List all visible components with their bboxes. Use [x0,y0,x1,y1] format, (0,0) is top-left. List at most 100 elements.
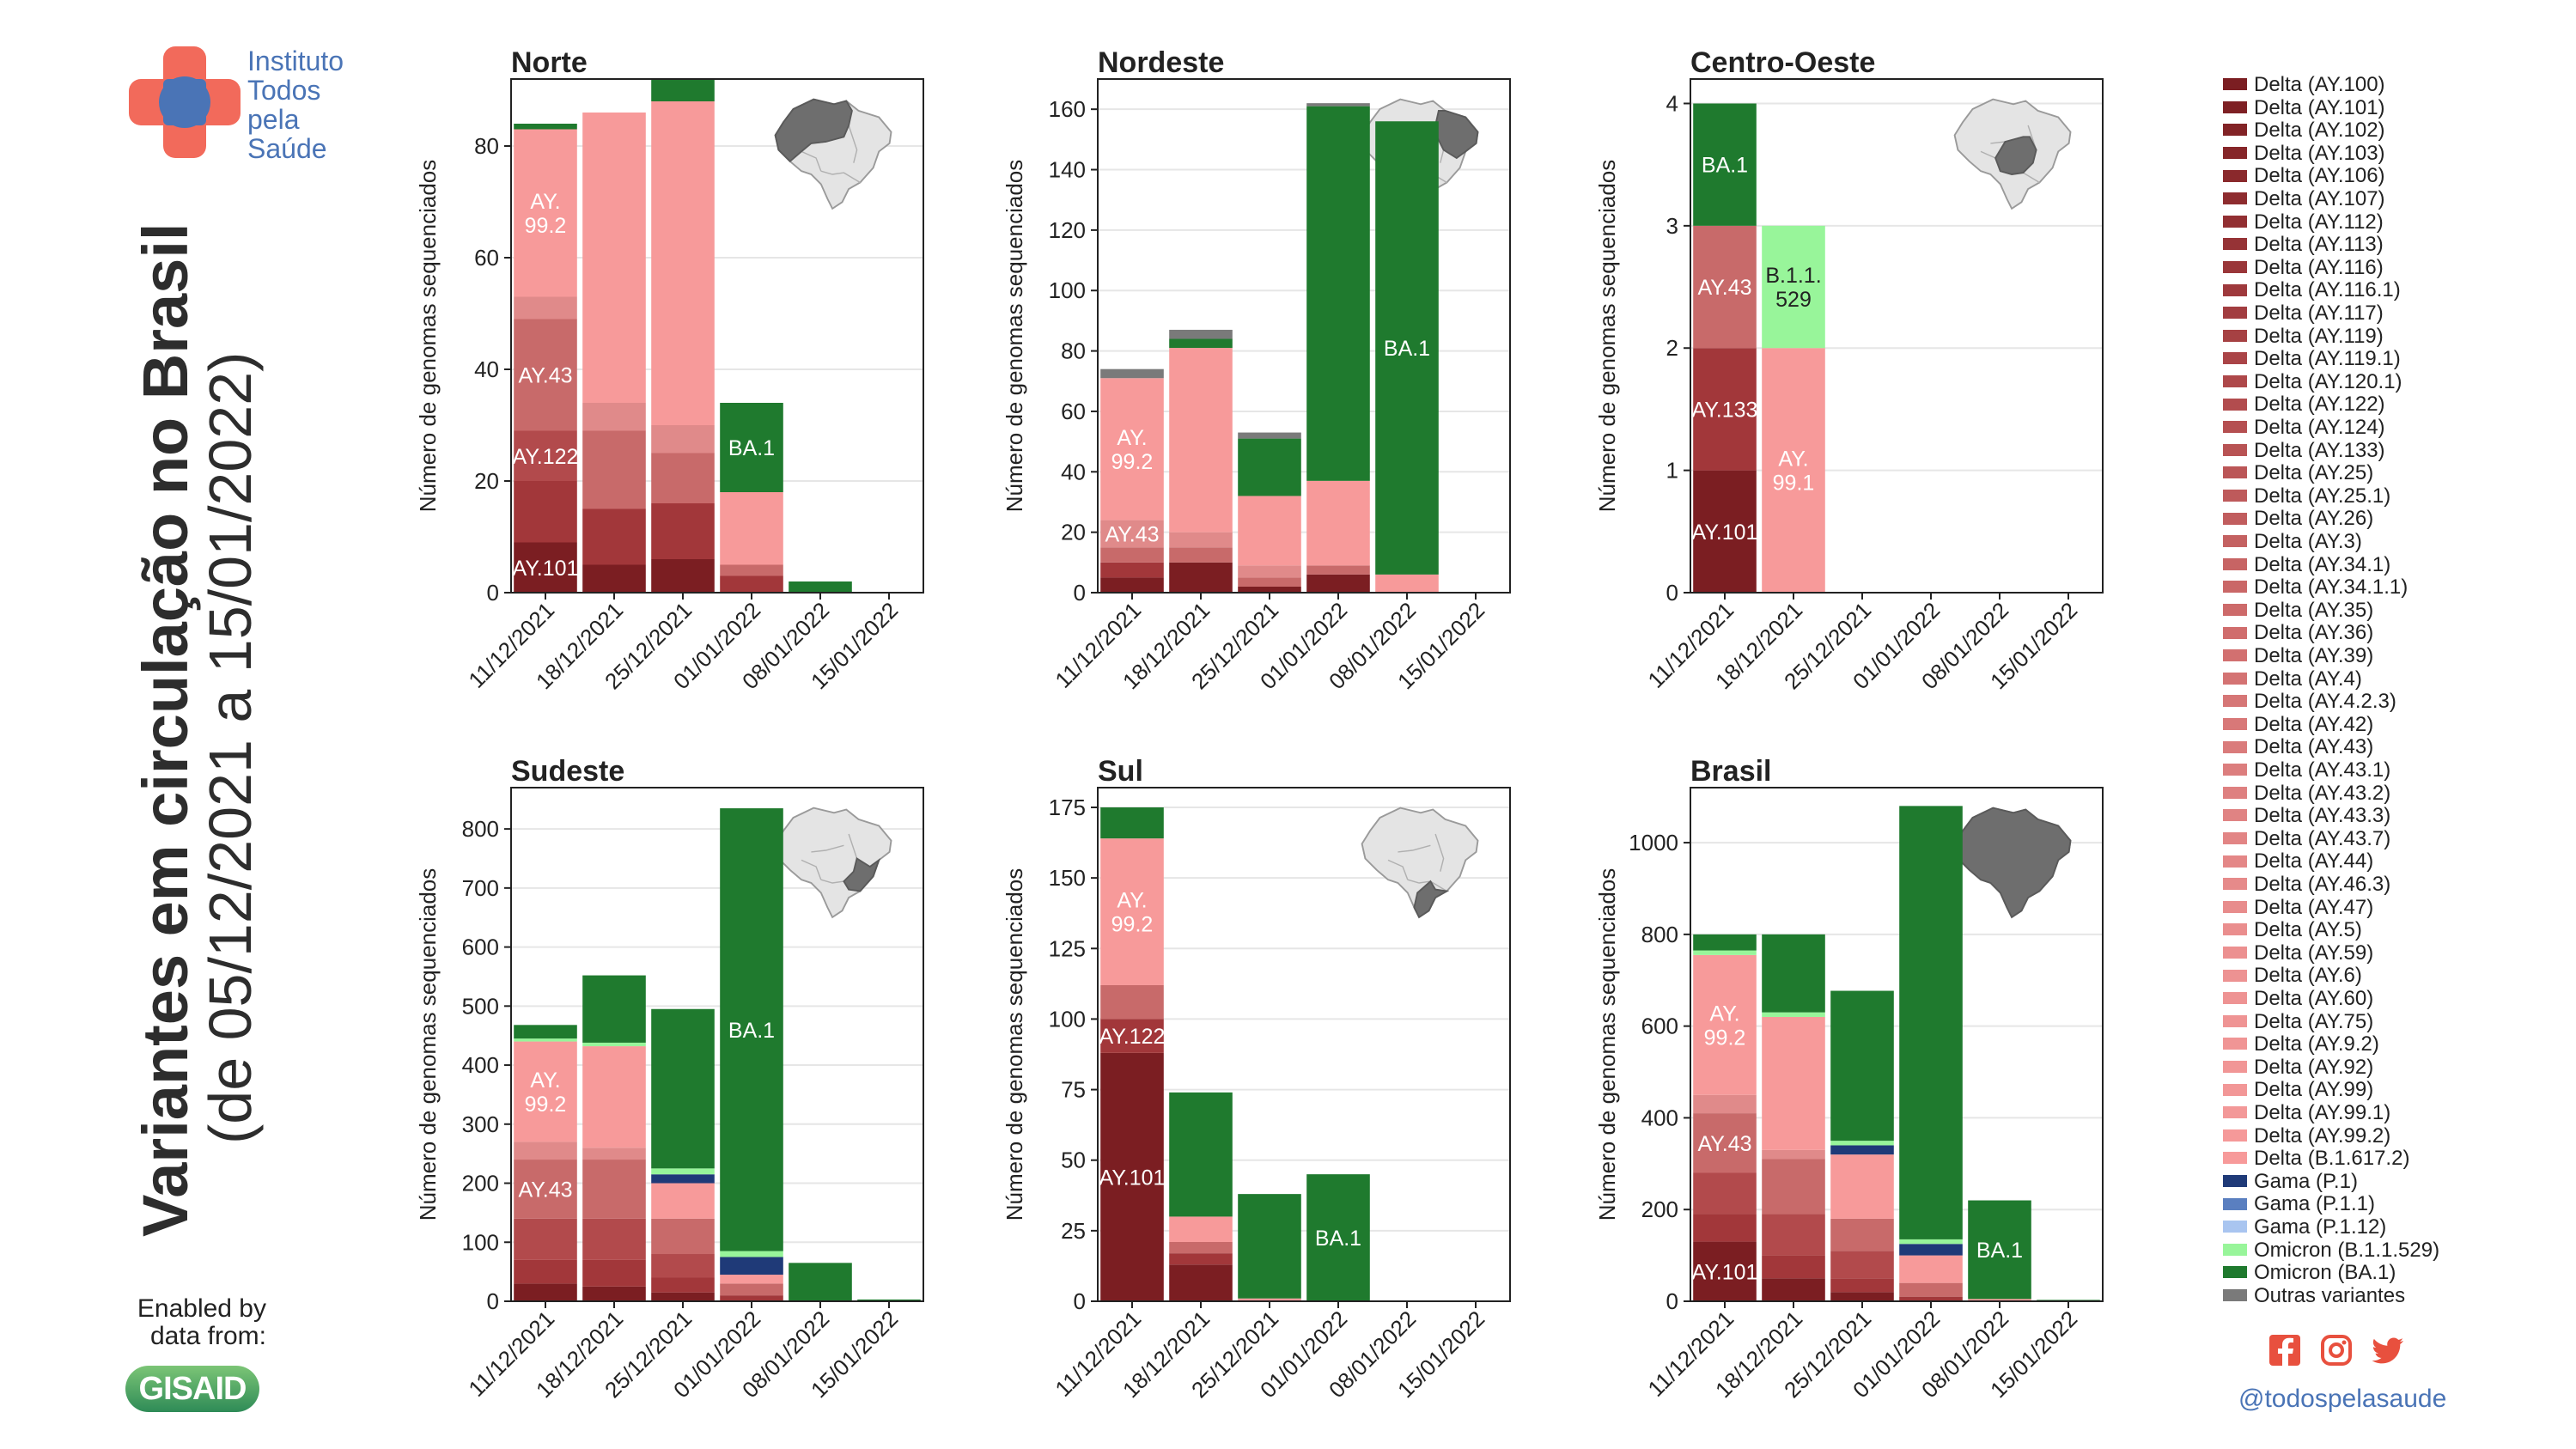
legend-item: Delta (AY.119) [2223,325,2384,348]
data-label: AY.101 [1692,521,1758,545]
legend-item: Delta (AY.36) [2223,622,2373,644]
chart-svg: Norte 0 20 40 60 80 Número de genomas sequenci… [415,46,924,694]
bar-segment [651,503,715,559]
bar-segment [514,124,577,130]
y-axis-label: Número de genomas sequenciados [415,868,441,1221]
legend-label: Delta (AY.107) [2254,187,2385,210]
plot-frame [1690,787,2104,1302]
bar-segment [720,1257,783,1275]
legend-swatch [2223,1197,2247,1210]
bar-segment [1830,1278,1894,1293]
bar-segment [514,542,577,593]
legend-item: Delta (AY.99.1) [2223,1102,2390,1124]
legend-label: Delta (AY.106) [2254,164,2385,188]
legend-item: Delta (AY.43) [2223,736,2373,758]
legend-swatch [2223,809,2247,822]
bar-segment [1306,103,1370,107]
instagram-icon[interactable] [2319,1333,2354,1367]
bar-segment [1693,1214,1757,1242]
legend-item: Delta (AY.75) [2223,1010,2373,1033]
legend-item: Delta (AY.122) [2223,393,2385,416]
bar-segment [1169,1242,1233,1254]
legend-item: Delta (AY.25.1) [2223,484,2390,508]
legend-swatch [2223,1129,2247,1142]
y-axis-label: Número de genomas sequenciados [415,160,441,512]
bar-segment [1100,520,1164,548]
legend-swatch [2223,1014,2247,1027]
bar-segment [1238,496,1301,566]
data-label: BA.1 [728,1019,775,1043]
bar-segment [720,403,783,492]
y-tick-label: 200 [1641,1196,1678,1222]
legend-swatch [2223,1106,2247,1119]
bar-segment [651,1292,715,1301]
y-tick-label: 0 [1666,580,1678,606]
legend-swatch [2223,672,2247,685]
y-axis-label: Número de genomas sequenciados [1002,160,1027,512]
legend-swatch [2223,717,2247,730]
bar-segment [514,430,577,481]
legend-label: Delta (AY.124) [2254,416,2385,439]
legend-label: Delta (AY.99.2) [2254,1123,2391,1148]
legend-item: Omicron (BA.1) [2223,1262,2396,1284]
bar-segment [1693,348,1757,471]
bar-segment [1830,1145,1894,1155]
legend-item: Delta (AY.103) [2223,142,2385,165]
y-axis-label: Número de genomas sequenciados [1594,868,1620,1221]
map-norte-icon [774,98,892,210]
legend-label: Delta (AY.6) [2254,964,2362,988]
twitter-icon[interactable] [2371,1333,2405,1367]
legend-item: Delta (AY.39) [2223,645,2373,667]
bar-segment [1693,470,1757,593]
data-label: AY. [1117,889,1147,913]
bar-segment [582,1259,646,1287]
chart-title: Sul [1098,755,1143,788]
legend-label: Delta (AY.4.2.3) [2254,690,2396,714]
legend-item: Delta (AY.43.7) [2223,827,2390,850]
plot-frame [510,78,924,594]
legend-item: Delta (AY.99.2) [2223,1123,2391,1148]
legend-label: Delta (AY.112) [2254,210,2384,234]
bar-segment [1968,1299,2031,1301]
bar-segment [1762,1016,1825,1150]
plot-frame [1097,787,1511,1302]
y-tick-label: 50 [1061,1148,1086,1173]
legend-label: Delta (AY.39) [2254,644,2374,667]
chart-svg: Nordeste 0 20 40 60 80 100 120 140 160 Número de g… [1002,46,1511,694]
bar-segment [1100,547,1164,563]
bar-segment [1306,574,1370,593]
chart-title: Brasil [1690,755,1772,788]
y-tick-label: 300 [462,1111,499,1137]
bar-segment [1693,225,1757,349]
social-handle[interactable]: @todospelasaude [2238,1385,2447,1413]
bar-segment [514,1142,577,1160]
enabled-by-line2: data from: [149,1322,266,1350]
legend-item: Delta (AY.43.1) [2223,759,2390,782]
legend-label: Delta (B.1.617.2) [2254,1147,2410,1171]
legend-label: Gama (P.1.12) [2254,1215,2387,1239]
facebook-icon[interactable] [2268,1333,2302,1367]
y-tick-label: 500 [462,993,499,1019]
legend-label: Delta (AY.113) [2254,233,2384,257]
legend-label: Gama (P.1) [2254,1169,2358,1193]
chart-panel-centro-oeste: Centro-Oeste 0 1 2 3 4 Número de genomas seque… [1563,34,2130,726]
bar-segment [1762,934,1825,1013]
legend-item: Delta (AY.35) [2223,599,2373,622]
legend-item: Delta (AY.106) [2223,165,2385,187]
bar-segment [720,575,783,593]
data-label: AY.43 [1697,1132,1751,1156]
legend-swatch [2223,352,2247,365]
legend-swatch [2223,146,2247,159]
bar-segment [1238,1194,1301,1299]
bar-segment [651,1277,715,1293]
y-tick-label: 4 [1666,90,1678,116]
chart-title: Norte [511,46,588,79]
bar-segment [1693,1094,1757,1114]
bar-segment [1238,577,1301,587]
bar-segment [514,319,577,431]
legend-swatch [2223,900,2247,913]
bar-segment [651,425,715,454]
map-sul-icon [1361,807,1479,919]
logo-instituto-todos-pela-saude: Instituto Todos pela Saúde [129,46,387,167]
legend-item: Delta (AY.119.1) [2223,348,2401,370]
